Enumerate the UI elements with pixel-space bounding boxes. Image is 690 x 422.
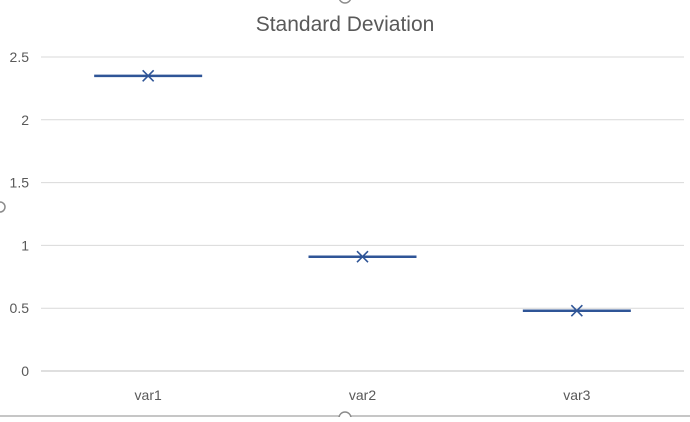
mean-marker [356,250,369,263]
y-axis-tick-labels: 0 0.5 1 1.5 2 2.5 [10,49,30,379]
y-tick-label: 2.5 [10,49,30,65]
y-tick-label: 2 [21,112,29,128]
y-tick-label: 0 [21,363,29,379]
data-point-var2 [308,250,417,263]
x-tick-label: var1 [135,387,162,403]
x-tick-label: var2 [349,387,376,403]
mean-marker [570,304,583,317]
resize-handle-top[interactable] [338,0,352,4]
data-point-var3 [522,304,631,317]
x-axis-tick-labels: var1 var2 var3 [135,387,591,403]
chart-title: Standard Deviation [256,13,435,36]
x-tick-label: var3 [563,387,590,403]
grid-lines [41,56,684,372]
mean-marker [142,69,155,82]
resize-handle-bottom[interactable] [338,411,352,422]
y-tick-label: 1.5 [10,175,30,191]
y-tick-label: 1 [21,237,29,253]
data-point-var1 [94,69,203,82]
data-marks [94,69,631,317]
y-tick-label: 0.5 [10,300,30,316]
resize-handle-left[interactable] [0,201,6,213]
